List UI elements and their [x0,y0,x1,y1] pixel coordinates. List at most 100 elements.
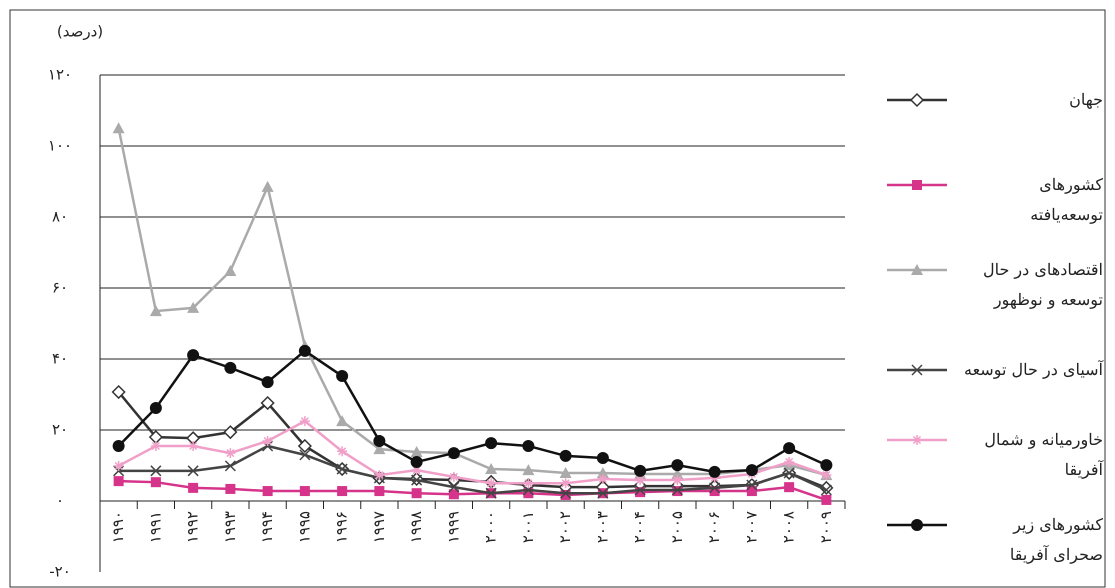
marker [560,489,571,500]
x-tick-label: ۱۹۹۳ [221,511,239,543]
marker [298,344,311,357]
marker [783,467,795,479]
marker [522,439,535,452]
marker [150,465,162,477]
marker [337,486,348,497]
marker [708,465,721,478]
marker [260,395,275,411]
legend-label: آسیای در حال توسعه [964,360,1103,379]
x-tick-label: ۱۹۹۲ [184,511,202,543]
marker [224,460,236,472]
marker [709,486,720,497]
marker [188,440,199,451]
marker [112,122,125,134]
legend-label: کشورهای زیر صحرای آفریقا [1009,515,1103,564]
marker [261,376,274,389]
legend-label: جهان [1069,90,1103,109]
marker [261,180,274,192]
series-line [117,349,827,474]
x-tick-label: ۲۰۰۷ [742,511,760,543]
marker [299,416,310,427]
marker [911,264,923,275]
marker [262,486,273,497]
marker [746,479,758,491]
marker [671,459,684,472]
marker [485,437,498,450]
series [112,344,833,478]
marker [820,484,832,496]
marker [909,92,925,108]
marker [187,349,200,362]
marker [410,455,423,468]
y-tick-label: -۲۰ [49,563,71,581]
marker [373,443,386,455]
y-tick-label: ۰ [56,492,64,510]
marker [485,487,497,499]
x-tick-label: ۱۹۹۱ [146,511,164,543]
marker [225,483,236,494]
marker [821,494,832,505]
marker [560,487,572,499]
marker [448,489,459,500]
marker [111,384,126,400]
legend-label: خاورمیانه و شمال آفریقا [984,430,1103,479]
marker [113,476,124,487]
marker [373,435,386,448]
series-line [118,419,827,485]
marker [150,440,161,451]
marker [672,475,683,486]
x-tick-label: ۲۰۰۶ [705,511,723,543]
y-tick-label: ۸۰ [52,208,68,226]
y-tick-label: ۲۰ [52,421,68,439]
marker [223,425,238,440]
legend-label: اقتصادهای در حال توسعه و نوظهور [982,260,1103,309]
marker [912,435,922,445]
x-tick-label: ۱۹۹۴ [258,511,276,543]
marker [784,456,795,467]
marker [297,438,312,454]
marker [447,447,460,460]
marker [187,301,200,313]
marker [523,478,534,489]
marker [337,446,348,457]
marker [486,478,497,489]
marker [635,475,646,486]
marker [224,264,237,276]
marker [709,472,720,483]
marker [671,484,683,496]
marker [448,481,460,493]
marker [336,463,348,475]
x-tick-label: ۱۹۹۹ [444,511,462,543]
marker [820,459,833,472]
marker [597,473,608,484]
marker [187,465,199,477]
y-tick-label: ۱۲۰ [48,66,72,84]
x-tick-label: ۲۰۰۸ [780,511,798,543]
marker [336,415,349,427]
marker [299,449,311,461]
marker [911,519,923,531]
series-line [117,128,827,477]
marker [149,305,162,317]
marker [745,464,758,477]
marker [225,448,236,459]
x-tick-label: ۱۹۹۰ [109,511,127,543]
marker [113,460,124,471]
marker [374,486,385,497]
y-tick-label: ۶۰ [52,279,68,297]
legend-label: کشورهای توسعه‌یافته [1030,175,1103,224]
series [113,440,832,499]
x-tick-label: ۲۰۰۱ [519,511,537,543]
marker [634,484,646,496]
marker [597,487,609,499]
marker [224,361,237,374]
marker [634,464,647,477]
x-tick-label: ۲۰۰۰ [482,511,500,543]
x-tick-label: ۲۰۰۴ [631,511,649,543]
marker [485,463,498,475]
marker [448,471,459,482]
marker [411,465,422,476]
marker [523,488,534,499]
marker [112,439,125,452]
